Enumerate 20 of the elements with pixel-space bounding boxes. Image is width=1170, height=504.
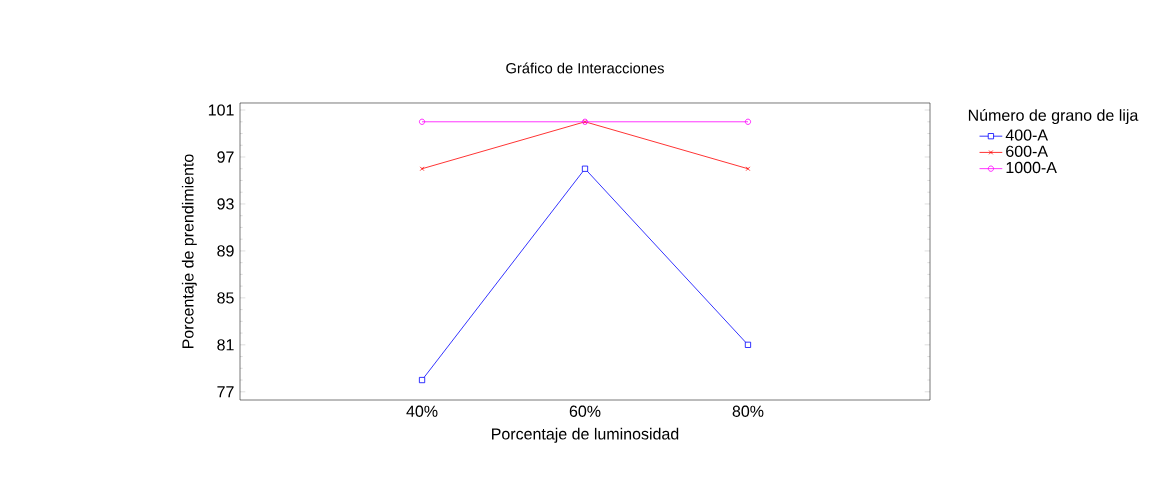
legend-title: Número de grano de lija	[968, 108, 1139, 125]
point	[418, 376, 426, 384]
legend-label: 1000-A	[1006, 161, 1057, 174]
y-tick-label: 97	[217, 151, 234, 163]
point	[744, 341, 752, 348]
x-tick-label: 40%	[406, 405, 438, 417]
chart-title: Gráfico de Interacciones	[506, 62, 664, 74]
y-tick-label: 89	[217, 245, 234, 257]
y-tick-label: 77	[217, 386, 234, 398]
x-tick-label: 80%	[732, 405, 764, 417]
point	[581, 165, 589, 172]
x-axis-title: Porcentaje de luminosidad	[492, 427, 679, 443]
y-tick-label: 101	[208, 104, 234, 116]
y-tick-label: 81	[217, 339, 234, 351]
x-tick-label: 60%	[569, 405, 601, 417]
y-tick-label: 93	[217, 198, 234, 210]
legend-label: 600-A	[1006, 145, 1049, 157]
legend-label: 400-A	[1005, 129, 1049, 141]
y-tick-label: 85	[217, 292, 234, 304]
y-axis-title: Porcentaje de prendimiento	[181, 154, 197, 349]
